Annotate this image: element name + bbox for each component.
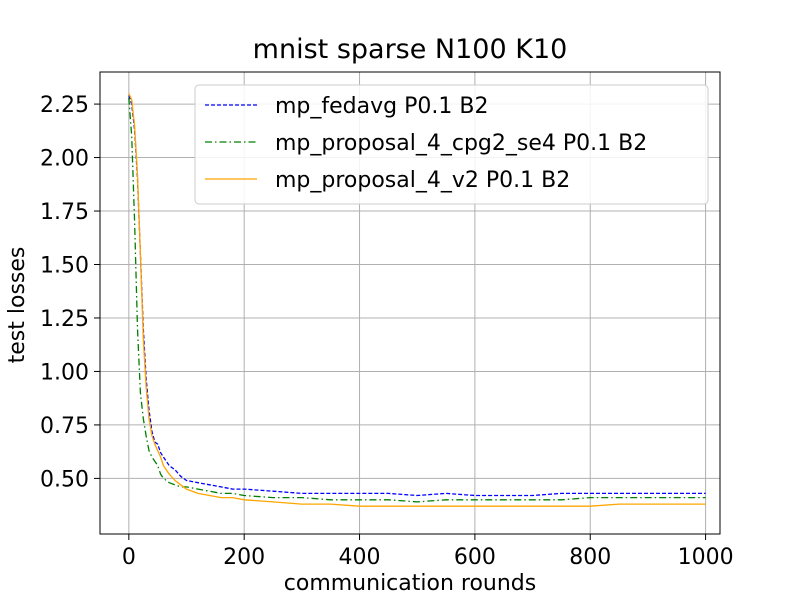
chart-title: mnist sparse N100 K10 (253, 34, 568, 65)
series-line-1 (128, 95, 706, 497)
x-tick-label: 200 (223, 545, 265, 570)
axis-ticks: 0 200 400 600 800 1000 0.50 0.75 1.00 1.25 1.50 1.7… (40, 93, 734, 570)
legend-box (194, 84, 709, 205)
x-tick-label: 400 (339, 545, 381, 570)
series-line-3 (128, 93, 706, 507)
y-axis-label: test losses (5, 247, 30, 364)
y-tick-label: 1.25 (40, 307, 89, 332)
x-tick-label: 800 (569, 545, 611, 570)
y-tick-label: 2.00 (40, 147, 89, 172)
legend-label: mp_fedavg P0.1 B2 (275, 94, 488, 119)
axes-frame (99, 71, 721, 535)
x-axis-label: communication rounds (284, 571, 536, 596)
y-tick-label: 0.50 (40, 467, 89, 492)
legend-label: mp_proposal_4_cpg2_se4 P0.1 B2 (275, 131, 647, 156)
plot-area (128, 93, 706, 507)
y-tick-label: 1.75 (40, 200, 89, 225)
x-tick-label: 600 (454, 545, 496, 570)
series-line-2 (128, 97, 706, 503)
legend-label: mp_proposal_4_v2 P0.1 B2 (275, 168, 570, 193)
y-tick-label: 2.25 (40, 93, 89, 118)
legend: mp_fedavg P0.1 B2 mp_proposal_4_cpg2_se4 … (194, 84, 709, 205)
x-tick-label: 0 (122, 545, 136, 570)
y-tick-label: 0.75 (40, 414, 89, 439)
y-tick-label: 1.00 (40, 360, 89, 385)
y-tick-label: 1.50 (40, 254, 89, 279)
x-tick-label: 1000 (678, 545, 734, 570)
